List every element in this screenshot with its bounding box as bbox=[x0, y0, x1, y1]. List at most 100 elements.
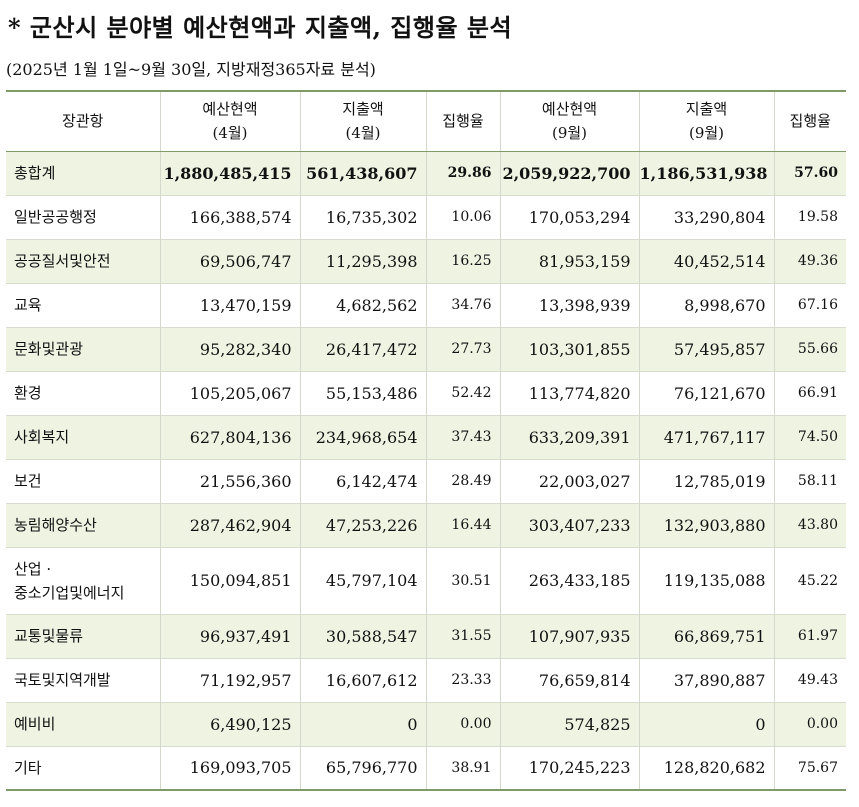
rate-apr-cell: 29.86 bbox=[426, 151, 501, 195]
spend-sep-cell: 471,767,117 bbox=[639, 415, 775, 459]
spend-sep-cell: 76,121,670 bbox=[639, 371, 775, 415]
header-label: 집행율 bbox=[442, 112, 484, 131]
spend-sep-cell: 33,290,804 bbox=[639, 195, 775, 239]
budget-table: 장관항 예산현액 (4월) 지출액 (4월) 집행율 예산현액 (9월) 지출액 (9월… bbox=[6, 90, 846, 791]
rate-apr-cell: 52.42 bbox=[426, 371, 501, 415]
spend-sep-cell: 119,135,088 bbox=[639, 547, 775, 614]
rate-sep-cell: 55.66 bbox=[797, 341, 838, 357]
category-cell: 환경 bbox=[6, 371, 161, 415]
budget-apr-cell: 1,880,485,415 bbox=[160, 151, 301, 195]
header-spend-sep: 지출액 (9월) bbox=[639, 90, 775, 152]
rate-apr-cell: 16.44 bbox=[426, 503, 501, 547]
category-line1: 산업 · bbox=[14, 559, 52, 578]
header-label: 지출액 bbox=[685, 100, 728, 119]
spend-sep-cell: 37,890,887 bbox=[639, 658, 775, 702]
rate-apr-cell: 0.00 bbox=[426, 702, 501, 746]
spend-apr-cell: 16,607,612 bbox=[300, 658, 427, 702]
rate-sep-cell: 66.91 bbox=[797, 385, 838, 401]
header-label: 지출액 bbox=[342, 100, 384, 119]
spend-sep-cell: 132,903,880 bbox=[639, 503, 775, 547]
budget-sep-cell: 76,659,814 bbox=[500, 658, 640, 702]
spend-sep-cell: 57,495,857 bbox=[639, 327, 775, 371]
budget-apr-cell: 287,462,904 bbox=[160, 503, 301, 547]
budget-sep-cell: 2,059,922,700 bbox=[500, 151, 640, 195]
budget-sep-cell: 103,301,855 bbox=[500, 327, 640, 371]
category-cell: 일반공공행정 bbox=[6, 195, 161, 239]
rate-apr-cell: 30.51 bbox=[426, 547, 501, 614]
header-sublabel: (9월) bbox=[688, 124, 725, 143]
table-row: 예비비 6,490,125 0 0.00 574,825 0 0.00 bbox=[6, 702, 846, 746]
table-row: 총합계 1,880,485,415 561,438,607 29.86 2,05… bbox=[6, 151, 846, 195]
page-subtitle: (2025년 1월 1일~9월 30일, 지방재정365자료 분석) bbox=[6, 60, 376, 79]
budget-apr-cell: 169,093,705 bbox=[160, 746, 301, 790]
page-title: * 군산시 분야별 예산현액과 지출액, 집행율 분석 bbox=[8, 13, 513, 42]
table-row: 공공질서및안전 69,506,747 11,295,398 16.25 81,9… bbox=[6, 239, 846, 283]
rate-sep-cell: 61.97 bbox=[797, 628, 838, 644]
table-row: 일반공공행정 166,388,574 16,735,302 10.06 170,… bbox=[6, 195, 846, 239]
rate-sep-cell: 74.50 bbox=[797, 429, 838, 445]
table-row: 환경 105,205,067 55,153,486 52.42 113,774,… bbox=[6, 371, 846, 415]
budget-apr-cell: 13,470,159 bbox=[160, 283, 301, 327]
budget-apr-cell: 150,094,851 bbox=[160, 547, 301, 614]
budget-sep-cell: 574,825 bbox=[500, 702, 640, 746]
budget-apr-cell: 96,937,491 bbox=[160, 614, 301, 658]
spend-apr-cell: 26,417,472 bbox=[300, 327, 427, 371]
budget-apr-cell: 69,506,747 bbox=[160, 239, 301, 283]
header-label: 장관항 bbox=[62, 112, 104, 131]
spend-apr-cell: 65,796,770 bbox=[300, 746, 427, 790]
budget-sep-cell: 81,953,159 bbox=[500, 239, 640, 283]
budget-sep-cell: 170,245,223 bbox=[500, 746, 640, 790]
header-category: 장관항 bbox=[6, 90, 161, 152]
budget-sep-cell: 13,398,939 bbox=[500, 283, 640, 327]
category-cell: 공공질서및안전 bbox=[6, 239, 161, 283]
budget-sep-cell: 107,907,935 bbox=[500, 614, 640, 658]
header-sublabel: (9월) bbox=[551, 124, 588, 143]
budget-apr-cell: 627,804,136 bbox=[160, 415, 301, 459]
rate-sep-cell: 19.58 bbox=[797, 209, 838, 225]
category-cell: 산업 · 중소기업및에너지 bbox=[6, 547, 161, 614]
category-cell: 농림해양수산 bbox=[6, 503, 161, 547]
table-row: 국토및지역개발 71,192,957 16,607,612 23.33 76,6… bbox=[6, 658, 846, 702]
rate-sep-cell: 45.22 bbox=[797, 572, 838, 589]
header-rate-apr: 집행율 bbox=[426, 90, 501, 152]
budget-sep-cell: 263,433,185 bbox=[500, 547, 640, 614]
spend-sep-cell: 1,186,531,938 bbox=[639, 151, 775, 195]
rate-sep-cell: 49.36 bbox=[797, 253, 838, 269]
spend-apr-cell: 4,682,562 bbox=[300, 283, 427, 327]
budget-sep-cell: 170,053,294 bbox=[500, 195, 640, 239]
rate-apr-cell: 38.91 bbox=[426, 746, 501, 790]
table-row: 교육 13,470,159 4,682,562 34.76 13,398,939… bbox=[6, 283, 846, 327]
spend-apr-cell: 45,797,104 bbox=[300, 547, 427, 614]
table-row: 보건 21,556,360 6,142,474 28.49 22,003,027… bbox=[6, 459, 846, 503]
spend-apr-cell: 30,588,547 bbox=[300, 614, 427, 658]
rate-sep-cell: 0.00 bbox=[806, 716, 838, 732]
rate-sep-cell: 67.16 bbox=[797, 297, 838, 313]
table-row: 산업 · 중소기업및에너지 150,094,851 45,797,104 30.5… bbox=[6, 547, 846, 614]
header-sublabel: (4월) bbox=[212, 124, 248, 143]
budget-sep-cell: 113,774,820 bbox=[500, 371, 640, 415]
budget-apr-cell: 95,282,340 bbox=[160, 327, 301, 371]
header-sublabel: (4월) bbox=[345, 124, 381, 143]
table-row: 교통및물류 96,937,491 30,588,547 31.55 107,90… bbox=[6, 614, 846, 658]
header-label: 집행율 bbox=[789, 112, 831, 131]
rate-apr-cell: 23.33 bbox=[426, 658, 501, 702]
spend-apr-cell: 11,295,398 bbox=[300, 239, 427, 283]
category-cell: 교육 bbox=[6, 283, 161, 327]
header-row: 장관항 예산현액 (4월) 지출액 (4월) 집행율 예산현액 (9월) 지출액 (9월… bbox=[6, 90, 846, 152]
spend-apr-cell: 0 bbox=[300, 702, 427, 746]
rate-apr-cell: 37.43 bbox=[426, 415, 501, 459]
header-rate-sep: 집행율 bbox=[774, 90, 846, 152]
budget-apr-cell: 6,490,125 bbox=[160, 702, 301, 746]
budget-apr-cell: 166,388,574 bbox=[160, 195, 301, 239]
rate-apr-cell: 16.25 bbox=[426, 239, 501, 283]
spend-sep-cell: 66,869,751 bbox=[639, 614, 775, 658]
spend-apr-cell: 6,142,474 bbox=[300, 459, 427, 503]
category-cell: 문화및관광 bbox=[6, 327, 161, 371]
header-label: 예산현액 bbox=[541, 100, 598, 119]
header-spend-apr: 지출액 (4월) bbox=[300, 90, 427, 152]
rate-sep-cell: 57.60 bbox=[794, 165, 838, 181]
spend-apr-cell: 47,253,226 bbox=[300, 503, 427, 547]
category-cell: 총합계 bbox=[6, 151, 161, 195]
rate-sep-cell: 58.11 bbox=[797, 473, 838, 489]
rate-apr-cell: 27.73 bbox=[426, 327, 501, 371]
